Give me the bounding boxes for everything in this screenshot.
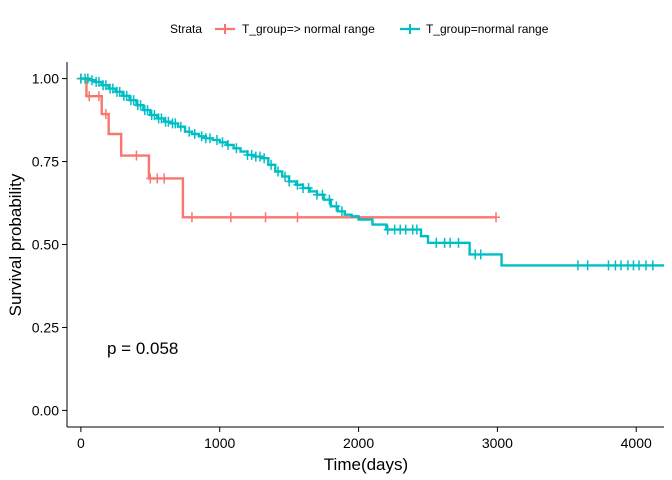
p-value-annotation: p = 0.058 bbox=[107, 339, 178, 358]
y-tick-label: 0.25 bbox=[32, 319, 59, 335]
y-tick-label: 0.50 bbox=[32, 237, 59, 253]
legend-entry-1: T_group=> normal range bbox=[242, 22, 375, 36]
x-axis-label: Time(days) bbox=[324, 455, 408, 474]
x-tick-label: 1000 bbox=[204, 435, 235, 451]
x-tick-label: 0 bbox=[77, 435, 85, 451]
y-tick-label: 0.75 bbox=[32, 154, 59, 170]
series-layer bbox=[76, 73, 664, 271]
survival-curve bbox=[80, 77, 497, 219]
y-tick-label: 0.00 bbox=[32, 402, 59, 418]
legend: Strata T_group=> normal range T_group=no… bbox=[170, 22, 549, 36]
x-axis-ticks: 0 1000 2000 3000 4000 bbox=[77, 427, 652, 451]
x-tick-label: 3000 bbox=[482, 435, 513, 451]
x-tick-label: 2000 bbox=[343, 435, 374, 451]
series-1 bbox=[76, 73, 501, 223]
x-tick-label: 4000 bbox=[621, 435, 652, 451]
legend-title: Strata bbox=[170, 22, 202, 36]
series-2 bbox=[76, 73, 664, 271]
y-axis-label: Survival probability bbox=[6, 173, 25, 316]
legend-entry-2: T_group=normal range bbox=[426, 22, 549, 36]
survival-curve bbox=[80, 77, 664, 267]
y-tick-label: 1.00 bbox=[32, 71, 59, 87]
y-axis-ticks: 0.00 0.25 0.50 0.75 1.00 bbox=[32, 71, 67, 418]
